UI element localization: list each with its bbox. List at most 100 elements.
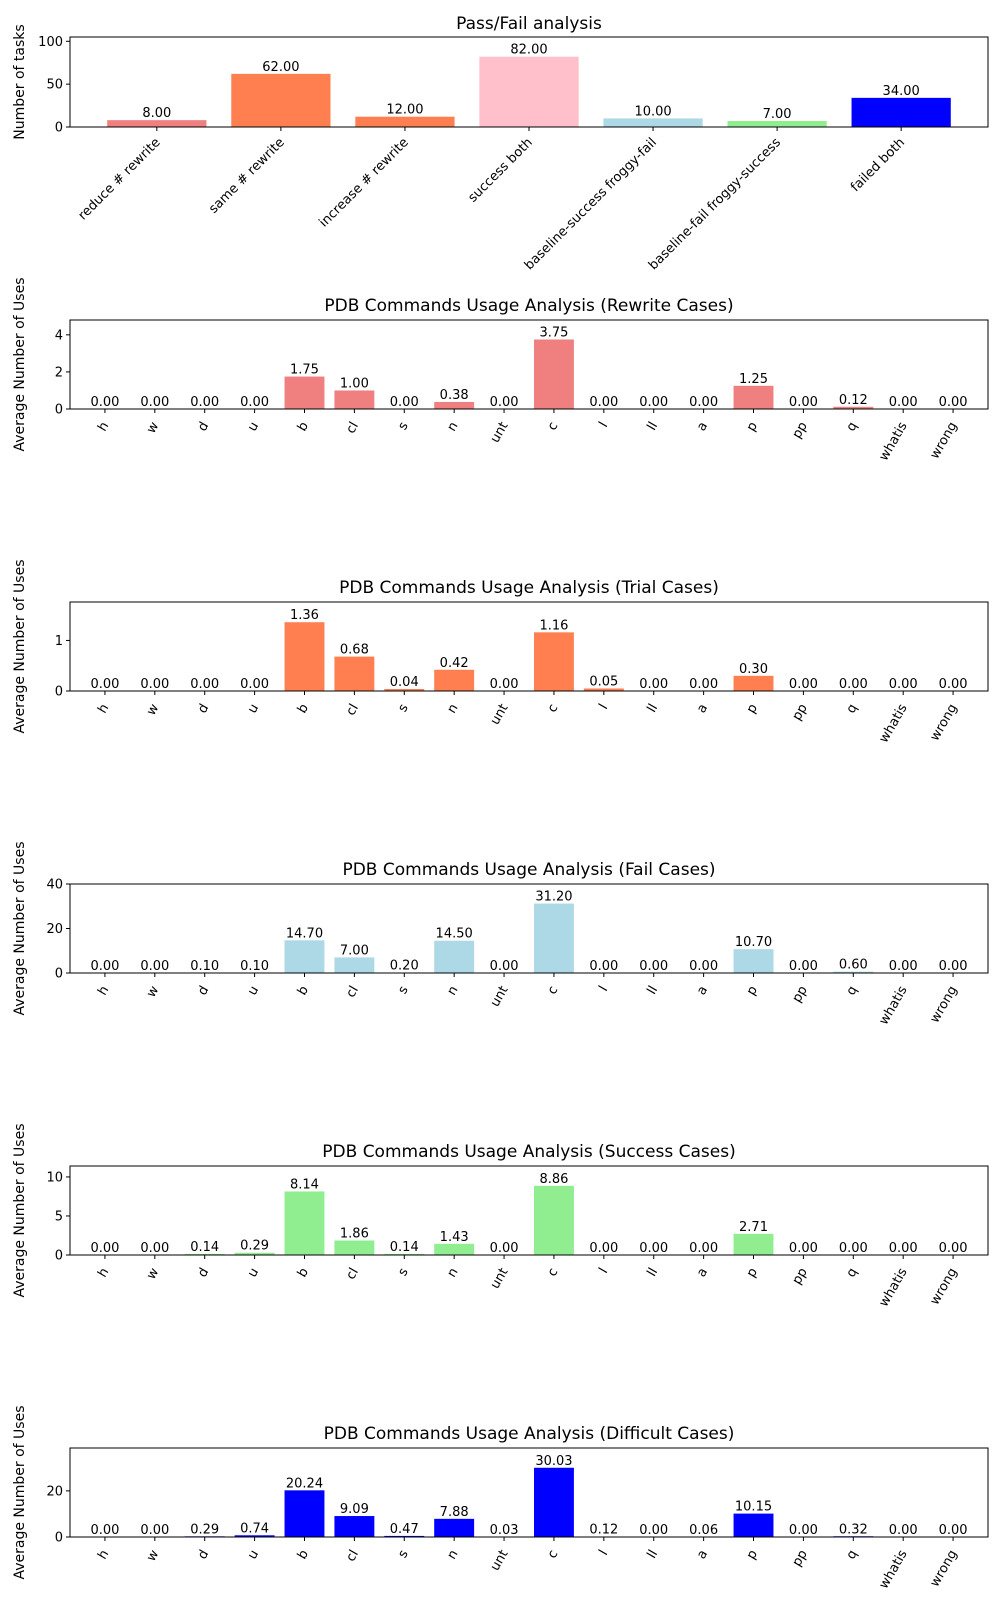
x-tick-label-b: b [295,702,312,717]
data-label-d: 0.00 [190,677,219,692]
x-tick-label-d: d [195,984,212,999]
data-label-ll: 0.00 [639,1523,668,1538]
x-tick-label-baseline-success-froggy-fail: baseline-success froggy-fail [522,135,660,273]
chart-panel-3: PDB Commands Usage Analysis (Trial Cases… [12,559,989,746]
data-label-w: 0.00 [140,677,169,692]
data-label-l: 0.00 [589,395,618,410]
x-tick-label-d: d [195,1548,212,1563]
x-tick-label-p: p [744,984,761,999]
x-tick-label-a: a [694,702,711,716]
x-tick-label-u: u [245,1266,262,1281]
y-tick-label: 5 [55,1209,63,1224]
x-tick-label-q: q [844,1266,861,1281]
x-tick-label-a: a [694,984,711,998]
bar-cl [334,656,375,691]
data-label-p: 0.30 [739,662,768,677]
data-label-p: 2.71 [739,1220,768,1235]
data-label-unt: 0.00 [490,677,519,692]
x-tick-label-w: w [144,701,162,718]
x-tick-label-c: c [545,1266,562,1280]
data-label-ll: 0.00 [639,959,668,974]
x-tick-label-a: a [694,1548,711,1562]
x-tick-label-w: w [144,419,162,436]
data-label-l: 0.00 [589,959,618,974]
x-tick-label-failed-both: failed both [848,135,908,195]
data-label-s: 0.47 [390,1522,419,1537]
bar-b [284,940,325,973]
data-label-whatis: 0.00 [889,1523,918,1538]
bar-c [533,1185,574,1255]
x-tick-label-u: u [245,420,262,435]
x-tick-label-s: s [395,1265,411,1279]
bar-same-rewrite [231,73,331,127]
x-tick-label-q: q [844,420,861,435]
bar-b [284,1191,325,1255]
x-tick-label-b: b [295,1266,312,1281]
x-tick-label-h: h [95,984,112,999]
x-tick-label-unt: unt [488,1266,512,1292]
data-label-whatis: 0.00 [889,959,918,974]
data-label-c: 31.20 [535,890,572,905]
data-label-a: 0.00 [689,677,718,692]
chart-title: PDB Commands Usage Analysis (Rewrite Cas… [324,296,733,316]
data-label-u: 0.10 [240,959,269,974]
data-label-d: 0.29 [190,1522,219,1537]
bar-b [284,1490,325,1537]
data-label-same-rewrite: 62.00 [262,60,299,75]
data-label-wrong: 0.00 [939,395,968,410]
y-tick-label: 10 [46,1170,63,1185]
x-tick-label-ll: ll [645,984,662,998]
x-tick-label-ll: ll [645,420,662,434]
x-tick-label-same-rewrite: same # rewrite [206,135,288,217]
data-label-cl: 1.86 [340,1226,369,1241]
data-label-ll: 0.00 [639,395,668,410]
x-tick-label-unt: unt [488,702,512,728]
chart-panel-4: PDB Commands Usage Analysis (Fail Cases)… [12,841,989,1028]
data-label-d: 0.14 [190,1240,219,1255]
data-label-w: 0.00 [140,959,169,974]
data-label-cl: 1.00 [340,376,369,391]
bar-p [733,1513,774,1537]
x-tick-label-h: h [95,702,112,717]
x-tick-label-p: p [744,702,761,717]
data-label-whatis: 0.00 [889,1241,918,1256]
bar-n [434,401,475,409]
bar-c [533,903,574,973]
data-label-failed-both: 34.00 [883,84,920,99]
x-tick-label-q: q [844,984,861,999]
bar-baseline-fail-froggy-success [727,121,827,127]
data-label-a: 0.00 [689,959,718,974]
data-label-w: 0.00 [140,1241,169,1256]
x-tick-label-cl: cl [343,1548,361,1565]
bar-b [284,376,325,409]
data-label-h: 0.00 [90,1523,119,1538]
x-tick-label-n: n [445,1266,462,1281]
x-tick-label-pp: pp [790,1548,811,1570]
data-label-whatis: 0.00 [889,395,918,410]
data-label-n: 1.43 [440,1230,469,1245]
bar-n [434,1518,475,1537]
y-tick-label: 50 [46,78,63,93]
y-tick-label: 2 [55,365,63,380]
data-label-q: 0.00 [839,1241,868,1256]
data-label-n: 0.42 [440,656,469,671]
data-label-b: 1.75 [290,363,319,378]
data-label-d: 0.10 [190,959,219,974]
y-axis-label: Average Number of Uses [12,1123,28,1297]
y-tick-label: 0 [55,121,63,136]
y-tick-label: 4 [55,328,63,343]
bar-reduce-rewrite [107,120,207,127]
x-tick-label-l: l [596,1548,611,1559]
y-axis-label: Average Number of Uses [12,1405,28,1579]
x-tick-label-wrong: wrong [927,1548,960,1590]
x-tick-label-whatis: whatis [876,983,910,1027]
data-label-l: 0.00 [589,1241,618,1256]
x-tick-label-whatis: whatis [876,419,910,463]
bar-p [733,385,774,409]
data-label-q: 0.32 [839,1522,868,1537]
x-tick-label-unt: unt [488,420,512,446]
x-tick-label-n: n [445,1548,462,1563]
chart-panel-1: Pass/Fail analysis Number of tasks 8.00 red… [12,14,989,273]
y-tick-label: 20 [46,922,63,937]
data-label-cl: 9.09 [340,1502,369,1517]
